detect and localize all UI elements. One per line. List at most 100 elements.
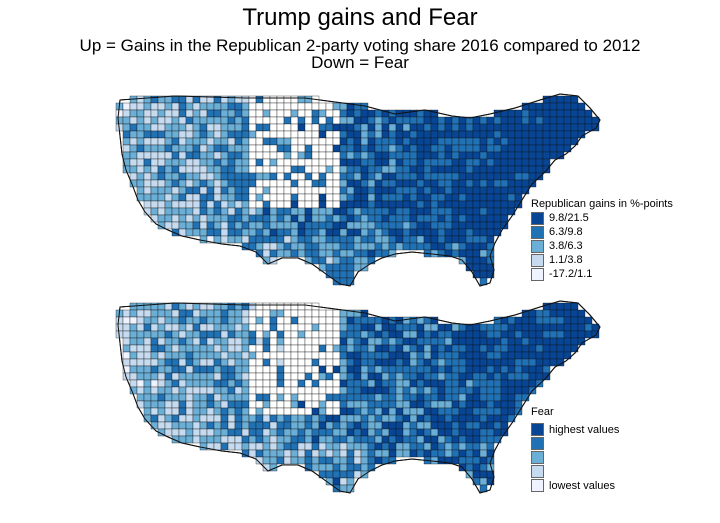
county-cell — [430, 249, 439, 258]
county-cell — [276, 400, 285, 409]
county-cell — [269, 309, 278, 318]
county-cell — [143, 193, 152, 202]
county-cell — [409, 193, 418, 202]
county-cell — [136, 158, 145, 167]
county-cell — [339, 386, 348, 395]
county-cell — [556, 116, 565, 125]
county-cell — [234, 302, 243, 311]
county-cell — [297, 365, 306, 374]
county-cell — [584, 330, 593, 339]
legend-swatch — [531, 254, 544, 267]
county-cell — [318, 151, 327, 160]
county-cell — [318, 309, 327, 318]
county-cell — [311, 102, 320, 111]
county-cell — [318, 435, 327, 444]
county-cell — [143, 130, 152, 139]
county-cell — [213, 137, 222, 146]
county-cell — [444, 449, 453, 458]
county-cell — [430, 379, 439, 388]
county-cell — [220, 186, 229, 195]
county-cell — [332, 242, 341, 251]
county-cell — [367, 442, 376, 451]
county-cell — [444, 214, 453, 223]
county-cell — [451, 344, 460, 353]
county-cell — [367, 109, 376, 118]
county-cell — [339, 351, 348, 360]
county-cell — [234, 358, 243, 367]
county-cell — [164, 221, 173, 230]
county-cell — [192, 309, 201, 318]
county-cell — [444, 372, 453, 381]
county-cell — [402, 344, 411, 353]
county-cell — [423, 235, 432, 244]
county-cell — [220, 193, 229, 202]
county-cell — [472, 228, 481, 237]
county-cell — [311, 214, 320, 223]
county-cell — [297, 242, 306, 251]
county-cell — [367, 351, 376, 360]
county-cell — [318, 158, 327, 167]
county-cell — [360, 365, 369, 374]
county-cell — [248, 379, 257, 388]
county-cell — [220, 428, 229, 437]
county-cell — [402, 179, 411, 188]
county-cell — [542, 358, 551, 367]
county-cell — [199, 365, 208, 374]
county-cell — [255, 449, 264, 458]
county-cell — [164, 123, 173, 132]
county-cell — [283, 158, 292, 167]
county-cell — [206, 186, 215, 195]
county-cell — [409, 214, 418, 223]
county-cell — [360, 463, 369, 472]
county-cell — [507, 116, 516, 125]
county-cell — [479, 130, 488, 139]
county-cell — [318, 379, 327, 388]
county-cell — [262, 351, 271, 360]
county-cell — [381, 200, 390, 209]
county-cell — [514, 316, 523, 325]
county-cell — [304, 379, 313, 388]
county-cell — [465, 442, 474, 451]
county-cell — [332, 193, 341, 202]
county-cell — [388, 207, 397, 216]
county-cell — [311, 365, 320, 374]
county-cell — [374, 228, 383, 237]
county-cell — [500, 137, 509, 146]
county-cell — [395, 235, 404, 244]
county-cell — [437, 337, 446, 346]
county-cell — [213, 337, 222, 346]
county-cell — [283, 214, 292, 223]
county-cell — [444, 116, 453, 125]
county-cell — [241, 421, 250, 430]
county-cell — [178, 393, 187, 402]
county-cell — [388, 235, 397, 244]
county-cell — [465, 186, 474, 195]
county-cell — [220, 400, 229, 409]
county-cell — [570, 109, 579, 118]
county-cell — [234, 351, 243, 360]
county-cell — [451, 428, 460, 437]
county-cell — [290, 351, 299, 360]
county-cell — [416, 428, 425, 437]
county-cell — [388, 214, 397, 223]
county-cell — [360, 393, 369, 402]
county-cell — [255, 393, 264, 402]
county-cell — [381, 372, 390, 381]
county-cell — [395, 372, 404, 381]
county-cell — [157, 358, 166, 367]
county-cell — [584, 109, 593, 118]
county-cell — [416, 337, 425, 346]
county-cell — [283, 249, 292, 258]
county-cell — [332, 207, 341, 216]
county-cell — [556, 316, 565, 325]
county-cell — [479, 372, 488, 381]
county-cell — [164, 393, 173, 402]
county-cell — [402, 186, 411, 195]
county-cell — [353, 365, 362, 374]
county-cell — [367, 358, 376, 367]
county-cell — [374, 123, 383, 132]
county-cell — [472, 144, 481, 153]
county-cell — [472, 330, 481, 339]
county-cell — [255, 214, 264, 223]
county-cell — [451, 323, 460, 332]
